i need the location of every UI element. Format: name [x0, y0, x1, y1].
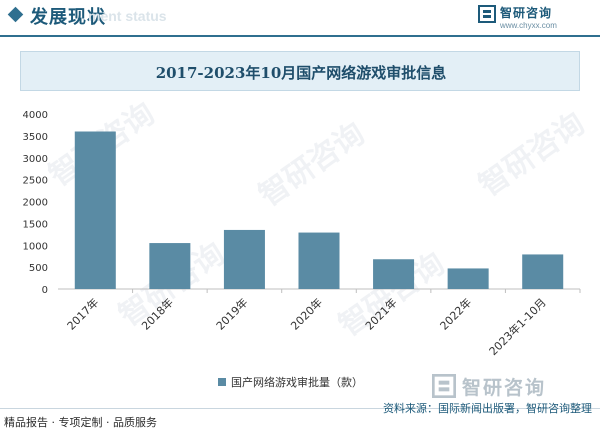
- x-tick-label: 2022年: [437, 295, 474, 332]
- brand-bottom-name: 智研咨询: [462, 377, 547, 399]
- footer-tagline: 精品报告 · 专项定制 · 品质服务: [4, 416, 157, 429]
- chart-title-band: 2017-2023年10月国产网络游戏审批信息: [20, 51, 580, 91]
- y-tick-label: 3500: [23, 132, 48, 143]
- bar: [223, 229, 265, 289]
- legend-swatch: [218, 378, 226, 386]
- y-tick-label: 2500: [23, 176, 48, 187]
- chart-title: 2017-2023年10月国产网络游戏审批信息: [155, 64, 447, 82]
- x-tick-label: 2023年1-10月: [486, 295, 549, 358]
- y-tick-label: 2000: [23, 198, 48, 209]
- y-tick-label: 500: [29, 263, 48, 274]
- bar: [298, 232, 340, 289]
- source-note: 资料来源：国际新闻出版署，智研咨询整理: [383, 402, 592, 415]
- y-tick-label: 1000: [23, 241, 48, 252]
- brand: 智研咨询 www.chyxx.com: [478, 4, 588, 34]
- brand-name: 智研咨询: [500, 6, 553, 20]
- bar: [522, 254, 564, 289]
- x-axis: 2017年 2018年 2019年 2020年 2021年 2022年 2023年1-10月: [64, 289, 581, 358]
- x-tick-label: 2017年: [64, 295, 101, 332]
- header-divider: [0, 35, 600, 37]
- brand-url: www.chyxx.com: [500, 21, 557, 30]
- x-tick-label: 2020年: [288, 295, 325, 332]
- section-marker-icon: [7, 6, 24, 23]
- header: 发展现状 ment status 智研咨询 www.chyxx.com: [0, 0, 600, 34]
- bar: [373, 259, 415, 289]
- brand-watermark-bottom: 智研咨询: [432, 373, 592, 399]
- bar: [74, 131, 116, 289]
- x-tick-label: 2018年: [139, 295, 176, 332]
- footer-divider: [0, 408, 600, 409]
- legend-label: 国产网络游戏审批量（款）: [231, 375, 363, 389]
- x-tick-label: 2019年: [213, 295, 250, 332]
- y-tick-label: 3000: [23, 154, 48, 165]
- y-tick-label: 1500: [23, 219, 48, 230]
- brand-logo-icon: [432, 374, 456, 398]
- bars: [74, 131, 564, 289]
- y-tick-label: 4000: [23, 110, 48, 121]
- x-tick-label: 2021年: [362, 295, 399, 332]
- legend: 国产网络游戏审批量（款）: [218, 375, 363, 389]
- bar: [447, 268, 489, 289]
- section-subtitle: ment status: [88, 8, 167, 24]
- brand-logo-icon: [478, 5, 496, 23]
- section-title: 发展现状: [30, 7, 106, 28]
- y-tick-label: 0: [42, 285, 48, 296]
- bar: [149, 243, 191, 289]
